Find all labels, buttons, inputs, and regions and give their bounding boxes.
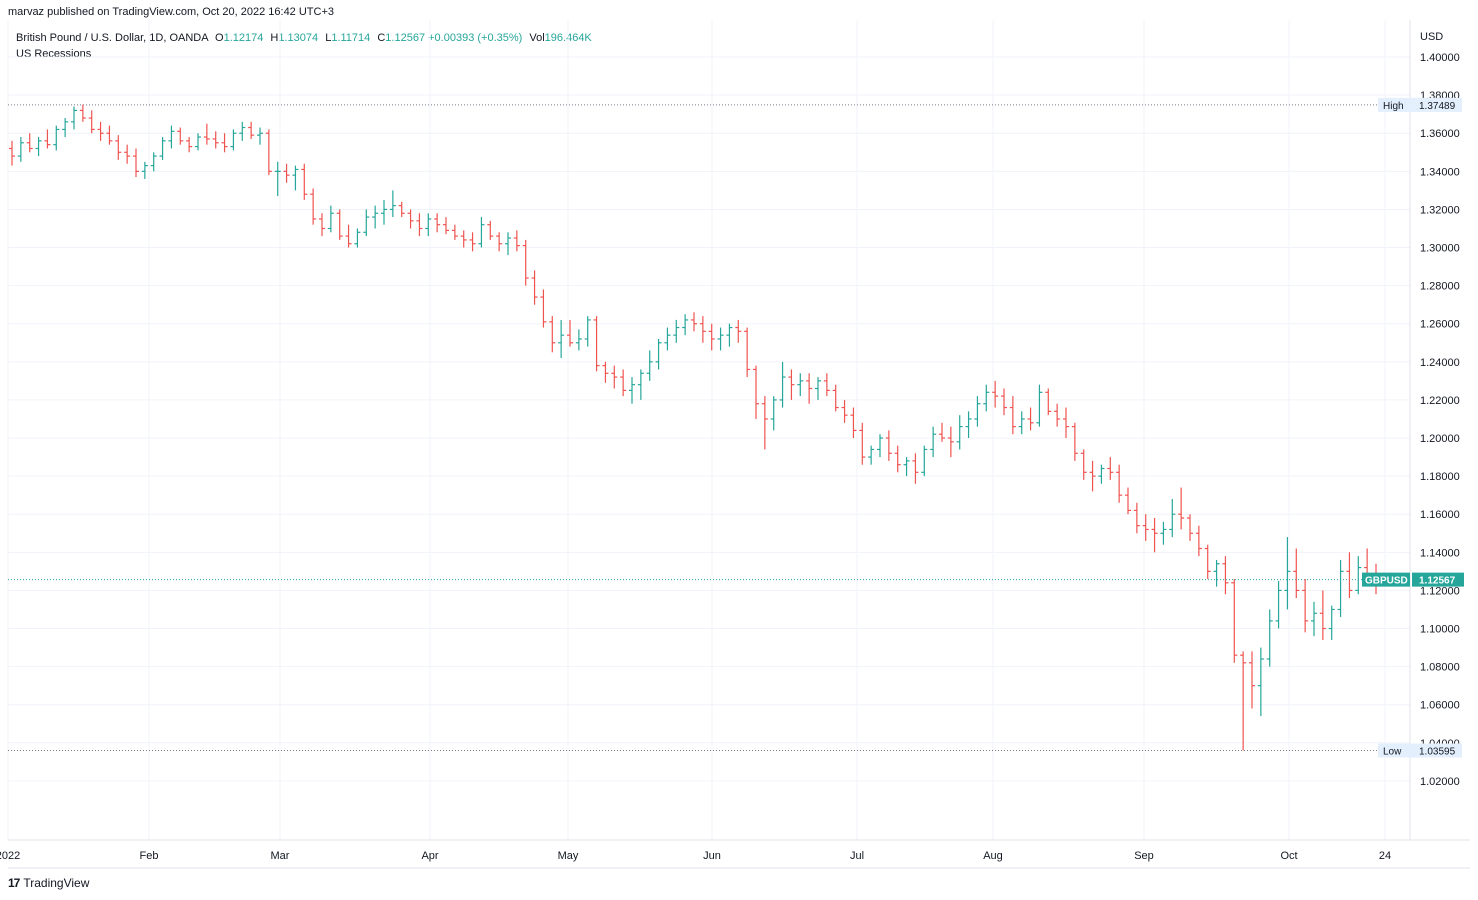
- y-tick-label: 1.10000: [1420, 624, 1460, 636]
- low-label-name-bg: [1378, 743, 1412, 758]
- brand-name: TradingView: [23, 876, 90, 890]
- y-tick-label: 1.16000: [1420, 509, 1460, 521]
- high-label-name-bg: [1378, 97, 1412, 112]
- last-symbol-bg: [1362, 572, 1410, 587]
- open-label: O: [215, 32, 224, 44]
- low-label-value: 1.03595: [1419, 747, 1456, 758]
- y-tick-label: 1.08000: [1420, 662, 1460, 674]
- y-tick-label: 1.34000: [1420, 166, 1460, 178]
- y-tick-label: 1.36000: [1420, 128, 1460, 140]
- x-tick-label: Oct: [1280, 850, 1297, 862]
- last-symbol-name: GBPUSD: [1365, 576, 1408, 587]
- low-value: 1.11714: [331, 32, 371, 44]
- y-tick-label: 1.12000: [1420, 585, 1460, 597]
- y-tick-label: 1.14000: [1420, 547, 1460, 559]
- close-value: 1.12567: [385, 32, 426, 44]
- x-tick-label: Jul: [850, 850, 864, 862]
- y-tick-label: 1.22000: [1420, 395, 1460, 407]
- y-tick-label: 1.02000: [1420, 776, 1460, 788]
- last-value-bg: [1412, 572, 1464, 587]
- x-tick-label: Feb: [140, 850, 159, 862]
- open-value: 1.12174: [223, 32, 264, 44]
- y-tick-label: 1.06000: [1420, 700, 1460, 712]
- x-tick-label: Aug: [983, 850, 1003, 862]
- x-tick-label: May: [558, 850, 579, 862]
- x-tick-label: 2022: [0, 850, 20, 862]
- tradingview-logo-icon: 17: [8, 876, 20, 890]
- change-value: +0.00393 (+0.35%): [428, 32, 523, 44]
- y-tick-label: 1.28000: [1420, 281, 1460, 293]
- symbol-title[interactable]: British Pound / U.S. Dollar, 1D, OANDA: [16, 32, 208, 44]
- y-tick-label: 1.32000: [1420, 204, 1460, 216]
- high-label: H: [270, 32, 279, 44]
- y-tick-label: 1.26000: [1420, 319, 1460, 331]
- high-label-value-bg: [1412, 97, 1462, 112]
- tradingview-footer[interactable]: 17 TradingView: [8, 876, 89, 890]
- x-tick-label: Sep: [1134, 850, 1154, 862]
- high-value: 1.13074: [278, 32, 319, 44]
- high-label-value: 1.37489: [1419, 101, 1456, 112]
- currency-label: USD: [1420, 31, 1444, 43]
- y-tick-label: 1.18000: [1420, 471, 1460, 483]
- low-label: L: [325, 32, 332, 44]
- y-tick-label: 1.30000: [1420, 243, 1460, 255]
- y-tick-label: 1.24000: [1420, 357, 1460, 369]
- publish-header: marvaz published on TradingView.com, Oct…: [8, 6, 335, 18]
- last-value: 1.12567: [1419, 576, 1456, 587]
- x-tick-label: Mar: [271, 850, 290, 862]
- close-label: C: [377, 32, 386, 44]
- x-tick-label: Jun: [703, 850, 721, 862]
- x-tick-label: Apr: [421, 850, 438, 862]
- volume-label: Vol: [529, 32, 545, 44]
- low-label-value-bg: [1412, 743, 1462, 758]
- y-tick-label: 1.20000: [1420, 433, 1460, 445]
- x-tick-label: 24: [1379, 850, 1391, 862]
- low-label-name: Low: [1383, 747, 1402, 758]
- symbol-legend: British Pound / U.S. Dollar, 1D, OANDA O…: [16, 32, 592, 44]
- high-label-name: High: [1383, 101, 1404, 112]
- y-tick-label: 1.40000: [1420, 52, 1460, 64]
